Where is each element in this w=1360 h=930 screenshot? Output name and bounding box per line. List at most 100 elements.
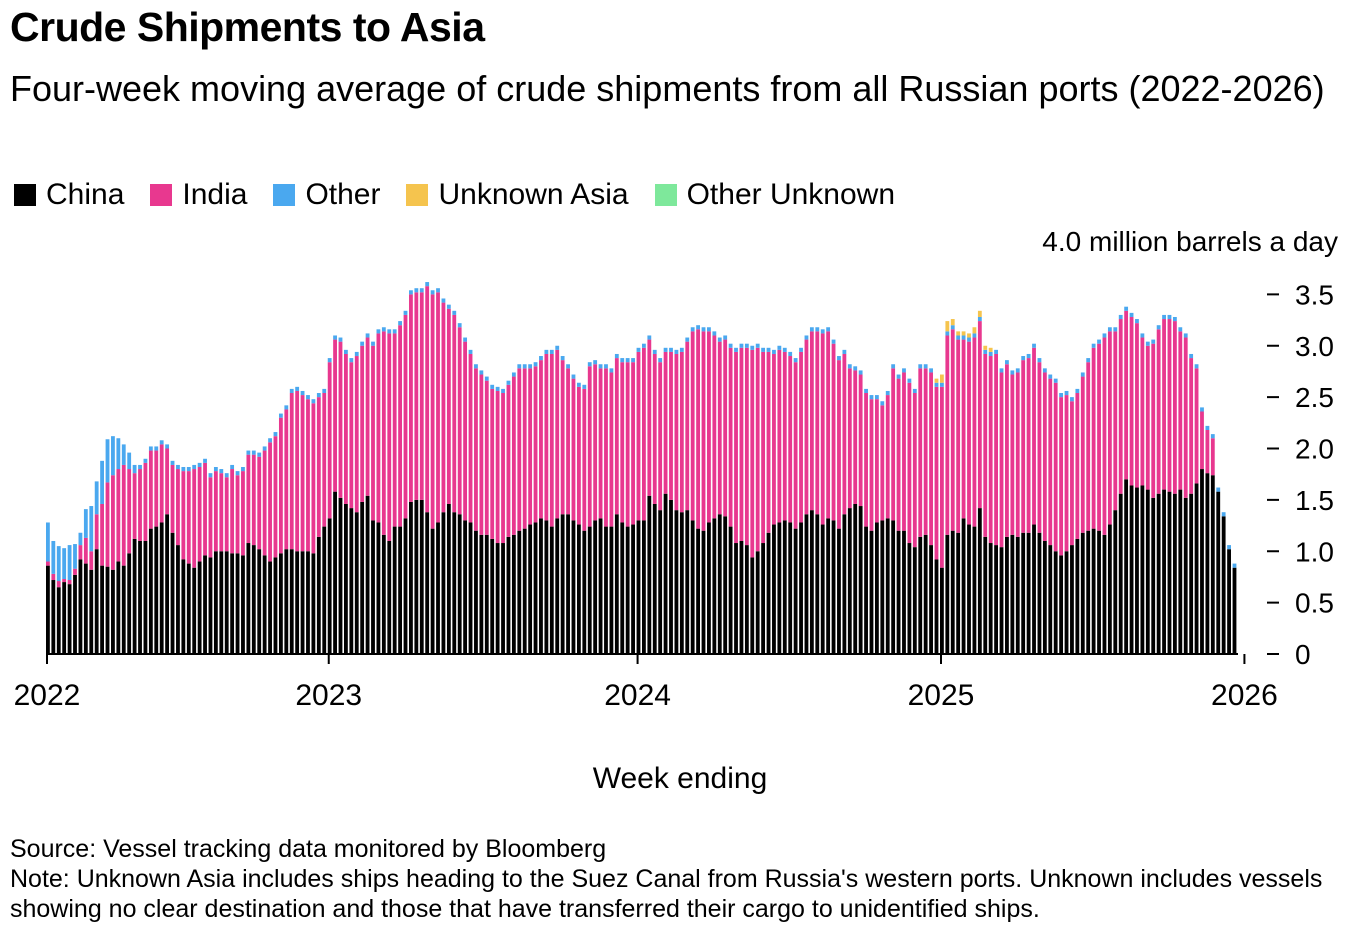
- bar-india: [273, 436, 278, 558]
- bar-other: [349, 358, 354, 363]
- bar-other: [517, 364, 522, 369]
- bar-india: [696, 329, 700, 529]
- bar-other: [782, 347, 787, 352]
- x-tick-label: 2024: [604, 679, 671, 712]
- bar-other: [571, 374, 576, 379]
- bar-india: [51, 573, 56, 581]
- bar-india: [344, 353, 348, 504]
- bar-india: [647, 339, 652, 496]
- bar-other: [539, 356, 543, 361]
- bar-china: [1129, 485, 1134, 654]
- bar-india: [257, 456, 262, 550]
- bar-india: [213, 471, 218, 552]
- bar-india: [311, 403, 316, 554]
- bar-other: [1053, 378, 1058, 383]
- bar-other: [1113, 327, 1118, 332]
- bar-other: [1178, 327, 1183, 332]
- bar-other: [300, 390, 305, 396]
- bar-china: [148, 528, 153, 654]
- bar-china: [484, 534, 489, 654]
- bar-india: [614, 358, 619, 515]
- bar-other: [1227, 545, 1231, 550]
- bar-unknown-asia: [972, 327, 977, 334]
- bar-india: [230, 469, 235, 554]
- bar-china: [501, 543, 505, 654]
- bar-china: [511, 534, 516, 654]
- y-tick-label: 3.5: [1295, 279, 1334, 310]
- bar-china: [284, 549, 289, 654]
- bar-other: [1232, 563, 1237, 568]
- bar-india: [387, 333, 392, 541]
- bar-china: [804, 514, 809, 654]
- bar-china: [89, 569, 94, 654]
- bar-india: [403, 314, 408, 519]
- legend-label-india: India: [182, 178, 248, 211]
- bar-other: [176, 464, 180, 470]
- bar-other: [425, 282, 430, 287]
- bar-unknown-asia: [983, 345, 988, 350]
- bar-india: [522, 368, 527, 529]
- bar-other: [755, 343, 760, 348]
- bar-china: [344, 503, 348, 654]
- bar-india: [511, 376, 516, 535]
- bar-other: [685, 337, 690, 342]
- bar-other: [761, 347, 766, 352]
- bar-india: [365, 337, 370, 496]
- bar-china: [967, 524, 971, 654]
- footnote: Note: Unknown Asia includes ships headin…: [10, 865, 1323, 923]
- bar-china: [750, 557, 755, 654]
- bar-china: [1118, 493, 1123, 654]
- bar-china: [587, 526, 592, 654]
- bar-india: [268, 442, 272, 562]
- bar-india: [56, 581, 61, 588]
- bar-china: [777, 522, 782, 654]
- bar-india: [587, 366, 592, 527]
- bar-other: [734, 347, 738, 352]
- bar-other: [934, 382, 939, 387]
- bar-china: [631, 524, 635, 654]
- bar-other: [468, 349, 473, 354]
- bar-india: [1162, 319, 1166, 490]
- bar-other: [1080, 372, 1085, 377]
- bar-china: [961, 518, 966, 654]
- bar-india: [755, 347, 760, 552]
- bar-india: [891, 368, 896, 521]
- bar-india: [501, 393, 505, 544]
- bar-other: [1075, 388, 1080, 394]
- bar-unknown-asia: [945, 321, 950, 332]
- chart-title: Crude Shipments to Asia: [10, 4, 485, 50]
- bar-china: [549, 526, 554, 654]
- bar-other: [1059, 393, 1064, 398]
- bar-china: [1124, 479, 1129, 654]
- bar-india: [571, 378, 576, 521]
- bar-china: [712, 518, 717, 654]
- bar-china: [907, 543, 912, 654]
- bar-india: [1005, 364, 1009, 537]
- bar-china: [609, 526, 614, 654]
- bar-china: [977, 508, 982, 654]
- bar-china: [1156, 493, 1161, 654]
- bar-other: [1042, 368, 1047, 373]
- bar-india: [138, 469, 142, 541]
- bar-china: [1080, 532, 1085, 654]
- bar-india: [436, 292, 440, 523]
- bar-china: [983, 536, 988, 654]
- bar-other: [1156, 325, 1161, 330]
- bar-china: [625, 526, 630, 654]
- bar-india: [1118, 319, 1123, 494]
- bar-india: [744, 347, 749, 546]
- bar-china: [1075, 538, 1080, 654]
- bar-other: [484, 376, 489, 381]
- bar-china: [1194, 483, 1199, 654]
- bar-india: [1075, 393, 1080, 539]
- bar-china: [896, 530, 901, 654]
- bar-china: [468, 522, 473, 654]
- bar-india: [929, 372, 933, 546]
- bar-other: [1086, 358, 1091, 363]
- bar-india: [148, 450, 153, 529]
- bar-other: [474, 364, 478, 369]
- bar-india: [582, 388, 587, 531]
- bar-india: [159, 444, 164, 523]
- bar-india: [1026, 358, 1031, 533]
- bar-china: [235, 553, 240, 654]
